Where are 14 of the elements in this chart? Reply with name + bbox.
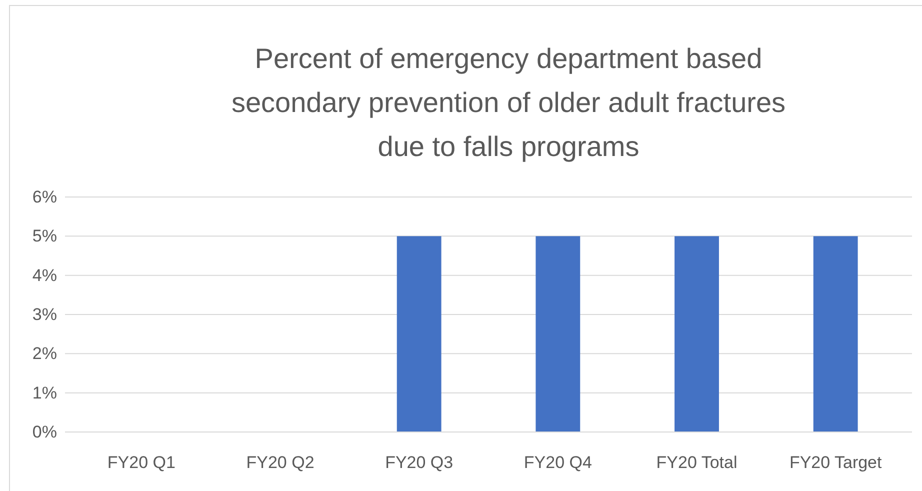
chart-title: Percent of emergency department based secondary prevention of older adult fractures due to falls programs <box>231 43 786 162</box>
y-tick-label: 2% <box>32 344 57 364</box>
x-tick-label: FY20 Q3 <box>385 453 454 472</box>
y-tick-label: 0% <box>32 422 57 442</box>
y-tick-label: 5% <box>32 226 57 246</box>
y-tick-label: 6% <box>32 187 57 206</box>
x-tick-label: FY20 Q1 <box>107 453 176 472</box>
x-tick-label: FY20 Total <box>656 453 738 472</box>
y-tick-label: 3% <box>32 304 57 324</box>
y-tick-label: 1% <box>32 383 57 402</box>
x-tick-label: FY20 Q2 <box>246 453 314 472</box>
x-tick-label: FY20 Q4 <box>524 453 592 472</box>
y-tick-label: 4% <box>32 266 57 285</box>
x-tick-label: FY20 Target <box>789 453 882 472</box>
